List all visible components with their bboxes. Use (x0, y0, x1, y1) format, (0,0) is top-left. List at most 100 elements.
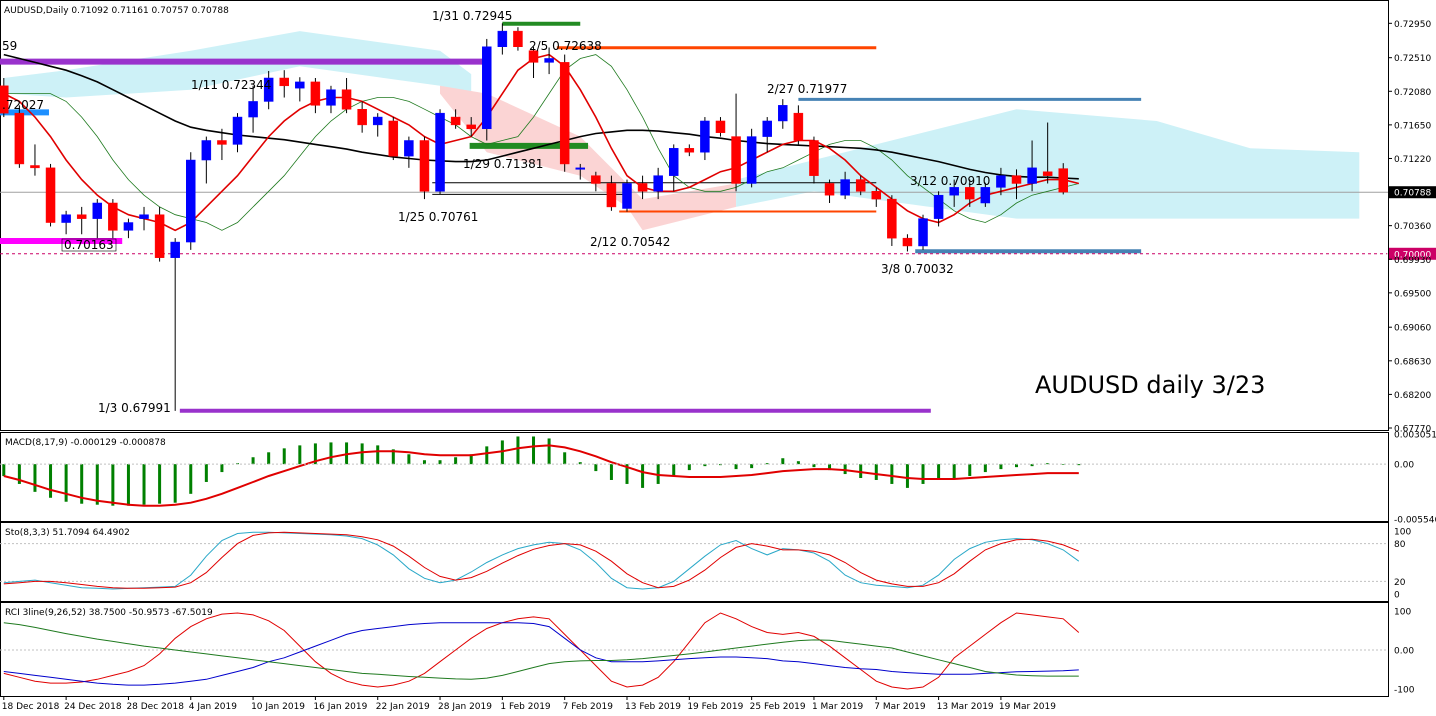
candle-body (871, 191, 882, 200)
macd-histogram-bar (391, 449, 395, 465)
candle-body (357, 109, 367, 126)
candle-body (544, 58, 554, 63)
candle-body (108, 202, 118, 231)
candle-body (310, 81, 321, 106)
macd-histogram-bar (189, 464, 193, 494)
macd-histogram-bar (921, 464, 925, 484)
price-annotation: 59 (2, 39, 17, 53)
candle-body (139, 214, 149, 219)
candle-body (341, 89, 352, 110)
macd-histogram-bar (734, 464, 738, 470)
macd-histogram-bar (796, 461, 800, 465)
candle-body (902, 237, 913, 247)
macd-histogram-bar (33, 464, 37, 492)
candle-body (123, 222, 134, 231)
macd-histogram-bar (968, 464, 972, 477)
candle-body (513, 30, 523, 47)
candle-body (668, 148, 679, 176)
x-tick-label: 4 Jan 2019 (189, 702, 237, 712)
indicators (0, 436, 1388, 690)
candle-body (466, 124, 476, 130)
candle-body (30, 165, 40, 169)
macd-histogram-bar (267, 452, 271, 465)
annotation-box (61, 238, 117, 252)
macd-histogram-bar (1061, 464, 1065, 465)
macd-histogram-bar (594, 464, 598, 472)
price-annotation: 1/11 0.72344 (191, 78, 271, 92)
macd-histogram-bar (80, 464, 84, 504)
candle-body (1027, 167, 1037, 184)
y-tick-label: 0.69930 (1394, 256, 1431, 266)
candle-body (824, 183, 835, 196)
stochastic-y-tick-label: 20 (1394, 578, 1406, 588)
candle-body (186, 159, 196, 243)
price-annotation: 3/8 0.70032 (881, 262, 954, 276)
candle-body (606, 183, 617, 208)
candle-body (622, 183, 632, 209)
macd-histogram-bar (469, 454, 473, 465)
y-tick-label: 0.71220 (1394, 155, 1431, 165)
macd-histogram-bar (204, 464, 208, 482)
x-tick-label: 7 Mar 2019 (874, 702, 926, 712)
macd-histogram-bar (345, 442, 349, 465)
price-annotation: 1/29 0.71381 (463, 157, 543, 171)
candle-body (591, 175, 601, 184)
macd-signal-line (3, 444, 1079, 507)
axes: 0.72950 0.72510 0.72080 0.71650 0.71220 0.707… (2, 20, 1436, 712)
candle-body (996, 175, 1006, 188)
macd-histogram-bar (95, 464, 99, 505)
candle-body (933, 194, 944, 219)
y-tick-label: 0.69500 (1394, 289, 1431, 299)
candle-body (887, 198, 897, 239)
stochastic-y-tick-label: 0 (1394, 591, 1400, 601)
candle-body (170, 241, 180, 258)
price-annotation: 1/3 0.67991 (98, 401, 171, 415)
x-tick-label: 16 Jan 2019 (313, 702, 367, 712)
candle-body (14, 112, 25, 165)
candle-body (435, 112, 445, 192)
current-price-label: 0.70788 (1394, 189, 1431, 199)
macd-histogram-bar (1015, 464, 1018, 468)
macd-label: MACD(8,17,9) -0.000129 -0.000878 (5, 438, 166, 448)
macd-histogram-bar (298, 445, 302, 465)
x-tick-label: 24 Dec 2018 (64, 702, 122, 712)
macd-histogram-bar (438, 460, 442, 465)
macd-histogram-bar (220, 464, 224, 473)
macd-histogram-bar (142, 464, 146, 505)
macd-y-tick-label: 0.003051 (1394, 431, 1436, 441)
macd-histogram-bar (485, 446, 489, 465)
candle-body (1042, 171, 1053, 176)
candle-body (45, 167, 56, 223)
y-tick-label: 0.68200 (1394, 391, 1431, 401)
moving-averages (3, 53, 1079, 232)
x-tick-label: 18 Dec 2018 (2, 702, 60, 712)
panel-frame (0, 432, 1389, 522)
panel-frames (0, 0, 1389, 697)
macd-y-tick-label: 0.00 (1394, 461, 1414, 471)
macd-histogram-bar (952, 464, 956, 479)
macd-histogram-bar (999, 464, 1003, 470)
candle-body (653, 175, 663, 192)
annotations: 1/31 0.72945 2/5 0.72638 1/11 0.72344 .7202… (2, 9, 990, 415)
macd-histogram-bar (516, 436, 520, 465)
rci-long-line (3, 622, 1079, 680)
ma-medium-line (3, 54, 1079, 231)
price-annotation: 2/12 0.70542 (590, 235, 670, 249)
level-price-box (1389, 247, 1436, 260)
macd-histogram-bar (983, 464, 987, 473)
macd-histogram-bar (937, 464, 941, 480)
candle-body (731, 136, 741, 184)
macd-histogram-bar (874, 464, 878, 480)
x-tick-label: 7 Feb 2019 (563, 702, 614, 712)
x-tick-label: 10 Jan 2019 (251, 702, 305, 712)
x-tick-label: 25 Feb 2019 (750, 702, 806, 712)
candle-body (92, 202, 103, 219)
macd-histogram-bar (750, 464, 754, 469)
stochastic-y-tick-label: 100 (1394, 528, 1411, 538)
price-annotation: 2/27 0.71977 (767, 82, 847, 96)
macd-histogram-bar (609, 464, 613, 480)
candle-body (684, 148, 695, 153)
rci-label: RCI 3line(9,26,52) 38.7500 -50.9573 -67.… (5, 608, 213, 618)
macd-histogram-bar (407, 454, 411, 465)
